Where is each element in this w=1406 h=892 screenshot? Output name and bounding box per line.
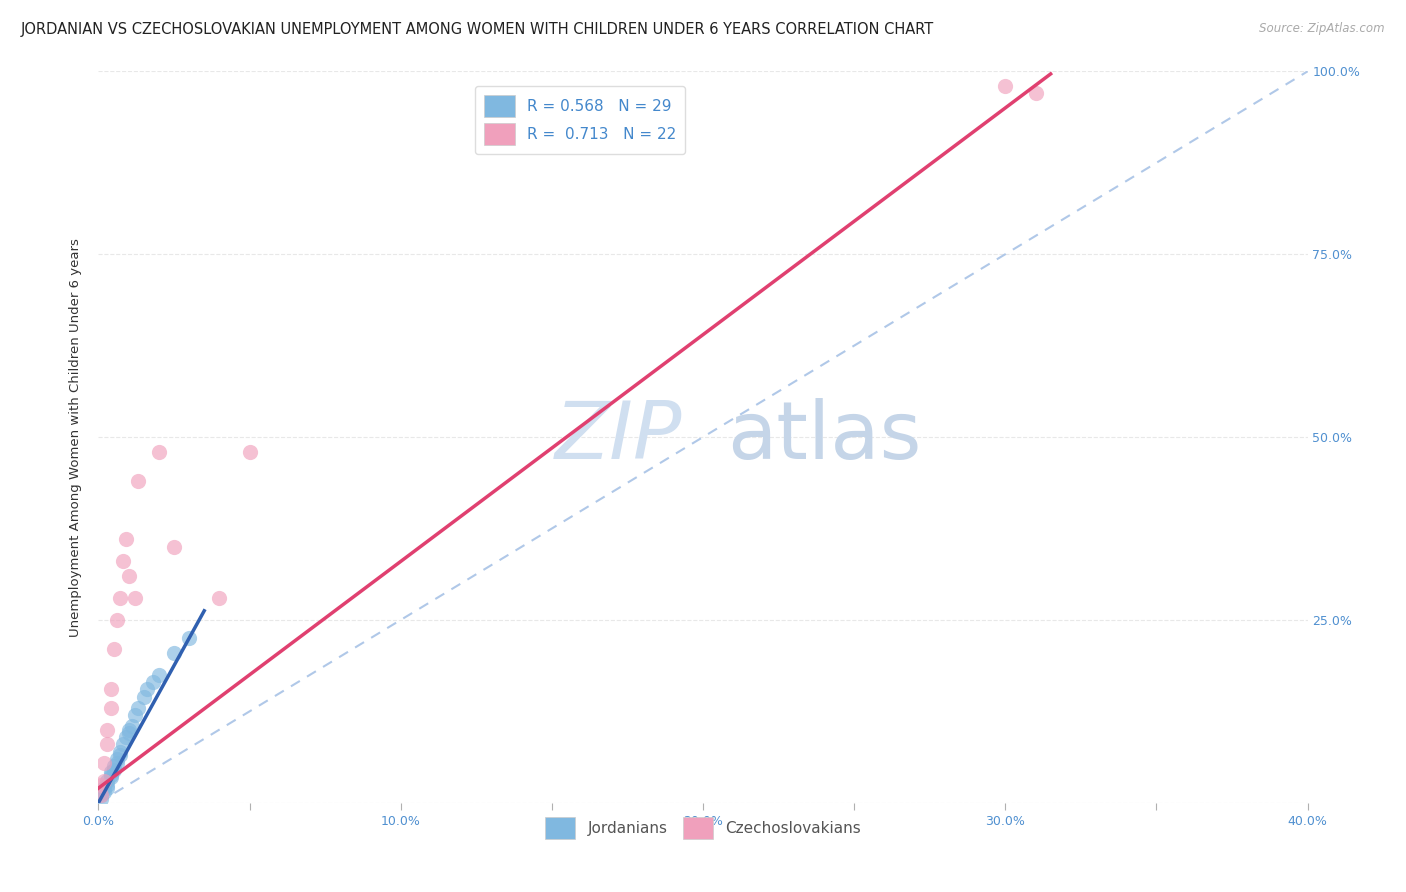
Point <box>118 726 141 740</box>
Point <box>124 591 146 605</box>
Point <box>90 778 112 792</box>
Point <box>111 554 134 568</box>
Point <box>93 773 115 788</box>
Point <box>100 768 122 782</box>
Point <box>105 613 128 627</box>
Point <box>127 474 149 488</box>
Point <box>105 752 128 766</box>
Point <box>994 78 1017 93</box>
Y-axis label: Unemployment Among Women with Children Under 6 years: Unemployment Among Women with Children U… <box>69 237 83 637</box>
Point <box>100 700 122 714</box>
Point <box>96 723 118 737</box>
Point <box>100 765 122 780</box>
Point <box>96 781 118 796</box>
Point <box>179 632 201 646</box>
Point <box>96 778 118 792</box>
Point <box>100 682 122 697</box>
Text: ZIP: ZIP <box>555 398 682 476</box>
Point <box>239 444 262 458</box>
Point <box>96 737 118 751</box>
Point <box>93 785 115 799</box>
Point <box>108 745 131 759</box>
Point <box>111 737 134 751</box>
Point <box>163 540 186 554</box>
Legend: Jordanians, Czechoslovakians: Jordanians, Czechoslovakians <box>537 809 869 847</box>
Point <box>124 708 146 723</box>
Point <box>121 719 143 733</box>
Point <box>90 792 112 806</box>
Point <box>108 591 131 605</box>
Text: atlas: atlas <box>727 398 921 476</box>
Point <box>132 690 155 704</box>
Text: Source: ZipAtlas.com: Source: ZipAtlas.com <box>1260 22 1385 36</box>
Point <box>108 748 131 763</box>
Point <box>105 756 128 770</box>
Point <box>118 723 141 737</box>
Point <box>90 789 112 803</box>
Point <box>142 675 165 690</box>
Point <box>127 700 149 714</box>
Point <box>114 730 136 744</box>
Point <box>118 569 141 583</box>
Point <box>135 682 157 697</box>
Point <box>93 756 115 770</box>
Point <box>93 781 115 796</box>
Point <box>148 444 170 458</box>
Point <box>103 763 125 777</box>
Point <box>103 759 125 773</box>
Point <box>103 642 125 657</box>
Point <box>90 789 112 803</box>
Point <box>163 646 186 660</box>
Point <box>148 667 170 681</box>
Point <box>1024 87 1046 101</box>
Point <box>208 591 231 605</box>
Point <box>96 773 118 788</box>
Text: JORDANIAN VS CZECHOSLOVAKIAN UNEMPLOYMENT AMONG WOMEN WITH CHILDREN UNDER 6 YEAR: JORDANIAN VS CZECHOSLOVAKIAN UNEMPLOYMEN… <box>21 22 935 37</box>
Point <box>114 533 136 547</box>
Point <box>100 770 122 784</box>
